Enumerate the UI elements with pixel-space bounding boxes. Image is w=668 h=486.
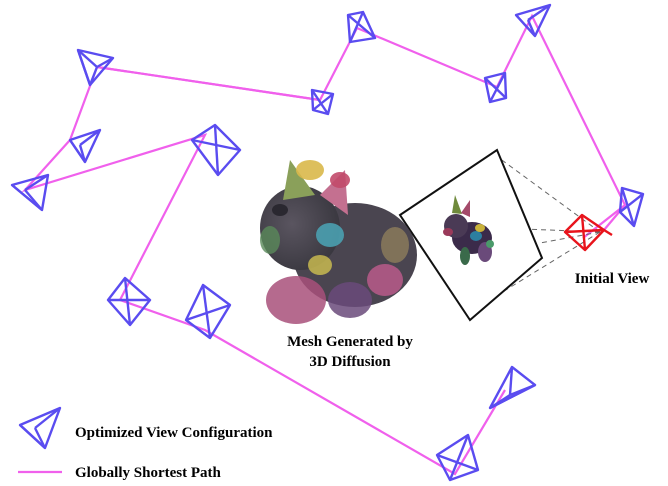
camera-pyramid-icon bbox=[10, 173, 50, 212]
shortest-path-segment bbox=[96, 65, 321, 102]
camera-pyramid-icon bbox=[68, 128, 102, 164]
camera-pyramid-icon bbox=[488, 365, 537, 410]
shortest-path-segment bbox=[603, 204, 626, 231]
shortest-path-segment bbox=[21, 66, 506, 476]
legend-path-label: Globally Shortest Path bbox=[75, 465, 221, 481]
legend: Optimized View Configuration Globally Sh… bbox=[18, 406, 273, 481]
camera-pyramid-icon bbox=[346, 10, 377, 44]
initial-view-label: Initial View bbox=[575, 271, 650, 287]
legend-camera-label: Optimized View Configuration bbox=[75, 425, 273, 441]
camera-pyramid-icon bbox=[184, 283, 232, 340]
rendered-view-plane bbox=[398, 148, 544, 322]
camera-pyramid-icon bbox=[435, 433, 480, 482]
camera-pyramid-icon bbox=[76, 48, 115, 87]
camera-pyramid-icon bbox=[618, 186, 645, 228]
camera-pyramid-icon bbox=[10, 3, 645, 482]
camera-pyramid-icon bbox=[106, 276, 152, 327]
rendered-mesh-thumbnail bbox=[443, 195, 494, 265]
mesh-label-line1: Mesh Generated by bbox=[287, 334, 413, 350]
mesh-label-line2: 3D Diffusion bbox=[309, 354, 391, 370]
camera-pyramid-icon bbox=[190, 123, 242, 177]
diffusion-mesh bbox=[260, 160, 417, 324]
camera-pyramid-icon bbox=[310, 88, 335, 116]
camera-pyramid-icon bbox=[483, 71, 508, 104]
legend-camera-icon bbox=[18, 406, 62, 450]
initial-camera-icon bbox=[563, 213, 613, 252]
camera-pyramid-icon bbox=[514, 3, 552, 38]
